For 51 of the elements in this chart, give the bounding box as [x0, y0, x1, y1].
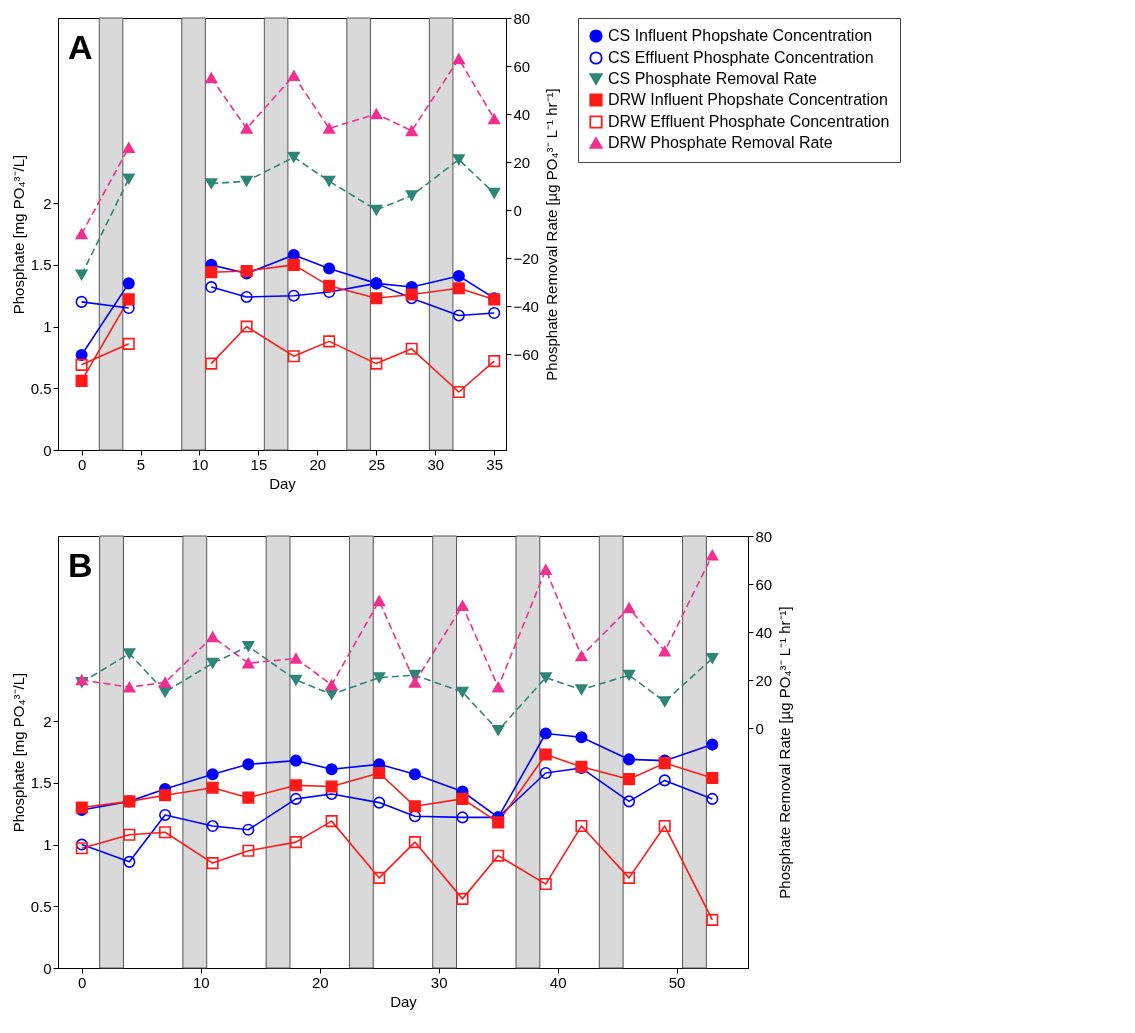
legend-label: DRW Effluent Phosphate Concentration [608, 113, 890, 130]
annotation: B [68, 546, 93, 584]
x-axis-title: Day [390, 992, 418, 1010]
y2-tick-label: 80 [755, 527, 773, 545]
x-tick-label: 0 [78, 973, 87, 991]
y-tick-label: 1 [43, 318, 52, 336]
y2-tick-label: −60 [513, 345, 539, 363]
x-tick-label: 10 [191, 455, 209, 473]
y-axis-title: Phosphate [mg PO₄³⁻/L] [9, 672, 27, 833]
y2-tick-label: 0 [513, 201, 522, 219]
y-tick-label: 0 [43, 959, 52, 977]
y-tick-label: 2 [43, 712, 52, 730]
y-tick-label: 1 [43, 836, 52, 854]
y-axis-title: Phosphate [mg PO₄³⁻/L] [9, 154, 27, 315]
legend-label: CS Phosphate Removal Rate [608, 70, 818, 87]
y2-tick-label: 60 [513, 57, 531, 75]
legend-label: CS Effluent Phosphate Concentration [608, 49, 874, 66]
y-tick-label: 1.5 [30, 774, 52, 792]
legend-label: DRW Phosphate Removal Rate [608, 134, 833, 151]
y2-tick-label: 80 [513, 9, 531, 27]
y-tick-label: 0 [43, 441, 52, 459]
annotation: A [68, 28, 93, 66]
x-tick-label: 15 [250, 455, 268, 473]
y2-tick-label: 20 [513, 153, 531, 171]
x-tick-label: 35 [486, 455, 504, 473]
y2-tick-label: −40 [513, 297, 539, 315]
y2-tick-label: 20 [755, 671, 773, 689]
legend-label: CS Influent Phopshate Concentration [608, 27, 873, 44]
legend-label: DRW Influent Phopshate Concentration [608, 91, 888, 108]
y2-tick-label: 60 [755, 575, 773, 593]
x-axis-title: Day [269, 474, 297, 492]
x-tick-label: 30 [430, 973, 448, 991]
x-tick-label: 10 [192, 973, 210, 991]
y2-tick-label: 40 [513, 105, 531, 123]
x-tick-label: 20 [309, 455, 327, 473]
x-tick-label: 5 [136, 455, 146, 473]
y-tick-label: 1.5 [30, 256, 52, 274]
y2-axis-title: Phosphate Removal Rate [µg PO₄³⁻ L⁻¹ hr⁻¹] [776, 606, 794, 899]
x-tick-label: 20 [311, 973, 329, 991]
x-tick-label: 0 [77, 455, 87, 473]
y-tick-label: 0.5 [30, 897, 52, 915]
y-tick-label: 2 [43, 194, 52, 212]
x-tick-label: 25 [368, 455, 386, 473]
x-tick-label: 40 [549, 973, 567, 991]
y2-tick-label: 40 [755, 623, 773, 641]
y2-tick-label: −20 [513, 249, 539, 267]
y2-axis-title: Phosphate Removal Rate [µg PO₄³⁻ L⁻¹ hr⁻¹] [542, 88, 560, 381]
y-tick-label: 0.5 [30, 379, 52, 397]
x-tick-label: 50 [668, 973, 686, 991]
x-tick-label: 30 [427, 455, 445, 473]
y2-tick-label: 0 [755, 719, 764, 737]
